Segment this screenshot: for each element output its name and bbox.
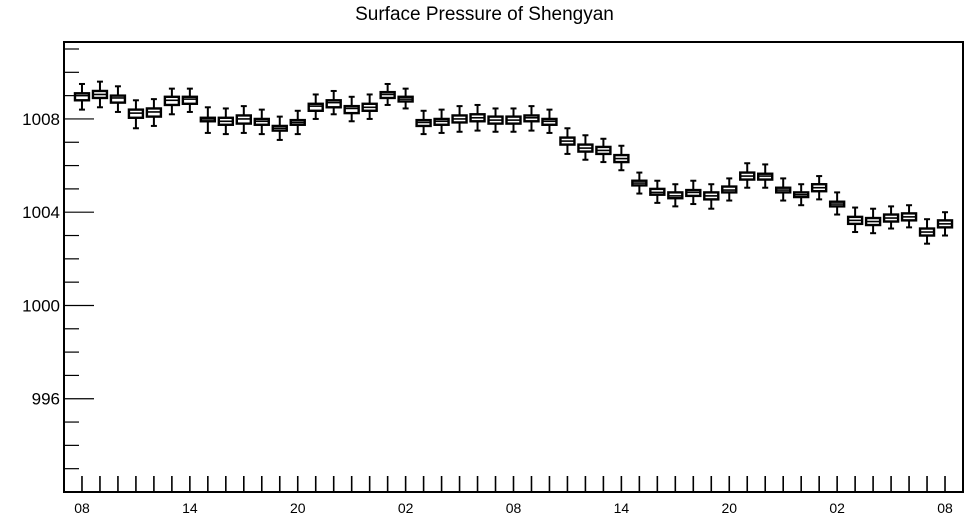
box-item <box>739 162 756 189</box>
y-tick-label: 1008 <box>22 110 60 129</box>
box-item <box>109 85 127 113</box>
box-item <box>900 204 918 229</box>
box-item <box>181 87 199 113</box>
box-item <box>792 183 810 207</box>
box-item <box>397 87 414 110</box>
box-item <box>757 163 774 189</box>
x-tick-label: 08 <box>937 500 953 516</box>
box-rect <box>343 104 360 115</box>
box-item <box>307 93 324 120</box>
box-item <box>810 175 828 201</box>
box-item <box>451 105 468 133</box>
box-item <box>577 134 594 161</box>
box-item <box>505 107 522 133</box>
box-item <box>199 106 217 134</box>
box-item <box>271 115 288 141</box>
box-item <box>433 108 450 134</box>
box-item <box>613 144 630 172</box>
x-axis: 08 14 20 02 08 14 20 02 08 <box>74 476 953 516</box>
box-item <box>703 183 720 210</box>
x-tick-label: 02 <box>829 500 845 516</box>
box-rect <box>109 94 127 104</box>
box-item <box>487 107 504 133</box>
box-item <box>289 109 306 136</box>
box-item <box>469 103 486 132</box>
box-item <box>217 107 235 136</box>
box-item <box>631 171 648 195</box>
boxes-group <box>73 80 954 245</box>
box-item <box>721 177 738 202</box>
x-tick-label: 20 <box>290 500 306 516</box>
box-item <box>559 127 576 155</box>
y-tick-label: 1004 <box>22 203 60 222</box>
x-tick-label: 08 <box>506 500 522 516</box>
box-item <box>846 206 864 234</box>
box-item <box>361 93 378 120</box>
x-tick-label: 14 <box>614 500 630 516</box>
box-rect <box>73 92 91 102</box>
x-tick-label: 14 <box>182 500 198 516</box>
y-tick-label: 996 <box>32 390 60 409</box>
box-item <box>163 87 181 116</box>
box-item <box>343 95 360 123</box>
box-rect <box>307 102 324 112</box>
box-item <box>73 82 91 111</box>
box-item <box>325 89 342 116</box>
box-item <box>145 98 163 127</box>
box-rect <box>325 99 342 109</box>
box-item <box>685 179 702 206</box>
box-item <box>415 109 432 136</box>
box-item <box>235 105 253 134</box>
box-item <box>882 205 900 230</box>
box-item <box>595 137 612 164</box>
box-item <box>91 80 109 109</box>
box-item <box>127 99 145 130</box>
chart-title: Surface Pressure of Shengyan <box>355 4 614 25</box>
x-tick-label: 20 <box>721 500 737 516</box>
box-item <box>523 105 540 132</box>
box-item <box>828 191 846 216</box>
box-rect <box>181 95 199 105</box>
box-item <box>918 218 936 245</box>
x-tick-label: 08 <box>74 500 90 516</box>
box-item <box>775 177 792 202</box>
box-item <box>864 207 882 235</box>
box-item <box>936 211 954 237</box>
box-item <box>253 108 270 136</box>
box-item <box>667 183 684 208</box>
box-item <box>379 82 396 106</box>
y-tick-label: 1000 <box>22 296 60 315</box>
box-item <box>541 108 558 134</box>
box-item <box>649 179 666 204</box>
y-axis: 996 1000 1004 1008 <box>22 48 94 493</box>
x-tick-label: 02 <box>398 500 414 516</box>
